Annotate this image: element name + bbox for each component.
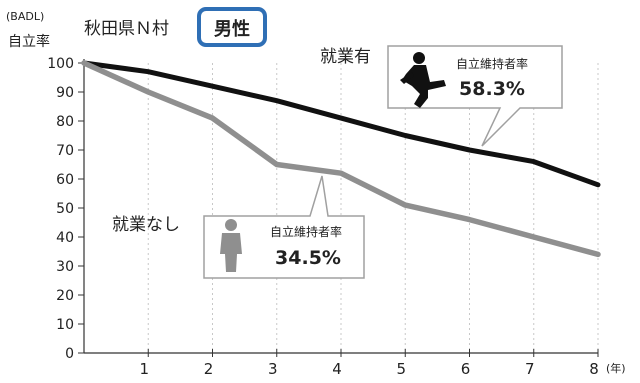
series-label-employed: 就業有 [320,47,371,67]
y-tick-label: 100 [47,56,74,72]
running-person-icon [400,52,446,108]
gender-badge-box [197,7,267,47]
region-title: 秋田県Ｎ村 [84,19,169,39]
callout-unemployed-value: 34.5% [275,247,341,269]
y-unit-label-line2: 自立率 [8,33,50,50]
y-tick-label: 40 [56,230,74,246]
x-axis-unit: (年) [606,361,626,375]
y-tick-label: 70 [56,143,74,159]
y-unit-label-line1: (BADL) [6,10,44,23]
x-tick-label: 2 [204,360,214,378]
standing-person-icon [220,219,242,272]
x-tick-label: 7 [525,360,535,378]
y-tick-label: 0 [65,346,74,362]
axis-layer: 0 10 20 30 40 50 60 70 80 90 100 1 2 3 4 5 6 7 8 (年) [47,56,625,378]
series-line-employed [81,60,601,188]
callout-unemployed-label: 自立維持者率 [270,224,342,239]
x-tick-label: 1 [139,360,149,378]
x-tick-label: 6 [461,360,471,378]
y-tick-label: 80 [56,114,74,130]
callout-unemployed: 自立維持者率 34.5% [203,175,365,279]
callout-employed-border [387,45,563,147]
x-tick-label: 5 [396,360,406,378]
y-tick-label: 20 [56,288,74,304]
callout-employed: 自立維持者率 58.3% [387,45,563,147]
callout-unemployed-border [203,175,365,279]
y-tick-label: 30 [56,259,74,275]
series-layer [81,60,601,258]
y-tick-label: 60 [56,172,74,188]
x-tick-label: 3 [268,360,278,378]
y-tick-label: 90 [56,85,74,101]
callout-employed-value: 58.3% [459,78,525,100]
x-tick-label: 8 [589,360,599,378]
y-tick-label: 50 [56,201,74,217]
callout-employed-label: 自立維持者率 [456,56,528,71]
series-label-unemployed: 就業なし [112,215,180,235]
y-tick-label: 10 [56,317,74,333]
x-tick-label: 4 [332,360,342,378]
grid-layer [147,63,599,353]
gender-badge: 男性 [214,18,250,40]
series-line-unemployed [81,60,601,258]
